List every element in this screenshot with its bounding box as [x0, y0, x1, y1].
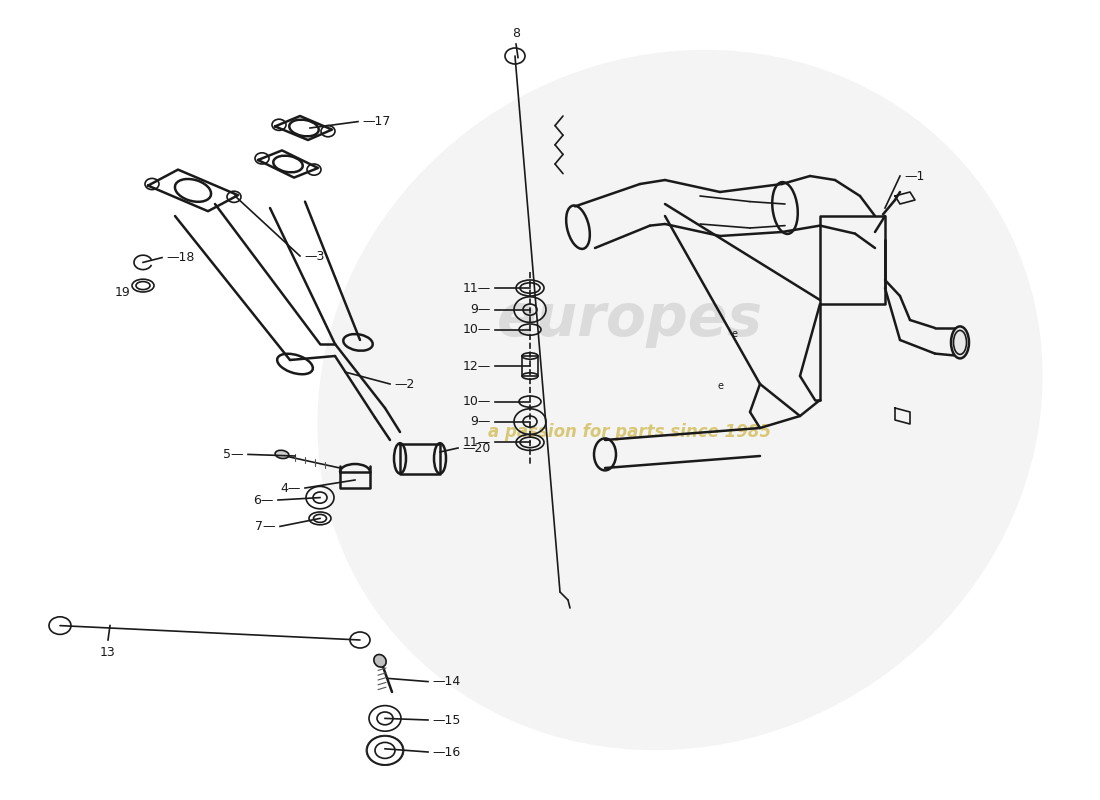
Text: 11—: 11—	[463, 282, 491, 294]
Text: 11—: 11—	[463, 436, 491, 449]
Text: 10—: 10—	[463, 323, 491, 336]
Text: 7—: 7—	[255, 520, 276, 533]
Text: —20: —20	[462, 442, 491, 454]
Text: —18: —18	[166, 251, 195, 264]
Text: 13: 13	[100, 646, 116, 659]
Ellipse shape	[317, 50, 1043, 750]
Text: 6—: 6—	[254, 494, 274, 506]
Text: europes: europes	[497, 291, 763, 349]
Text: 5—: 5—	[223, 448, 244, 461]
Text: a passion for parts since 1985: a passion for parts since 1985	[488, 423, 771, 441]
Text: —3: —3	[304, 250, 324, 262]
Text: —2: —2	[394, 378, 415, 390]
Text: —16: —16	[432, 746, 460, 758]
Text: 8: 8	[512, 27, 520, 40]
Text: 4—: 4—	[280, 482, 301, 494]
Text: 9—: 9—	[471, 415, 491, 428]
Ellipse shape	[374, 654, 386, 667]
Text: —1: —1	[904, 170, 924, 182]
Text: —14: —14	[432, 675, 460, 688]
Text: 9—: 9—	[471, 303, 491, 316]
Text: e: e	[732, 330, 738, 339]
Text: e: e	[717, 381, 723, 390]
Text: —17: —17	[362, 115, 390, 128]
Ellipse shape	[952, 326, 969, 358]
Text: —15: —15	[432, 714, 461, 726]
Ellipse shape	[275, 450, 289, 458]
Text: 12—: 12—	[463, 360, 491, 373]
Text: 19: 19	[114, 286, 130, 298]
Text: 10—: 10—	[463, 395, 491, 408]
